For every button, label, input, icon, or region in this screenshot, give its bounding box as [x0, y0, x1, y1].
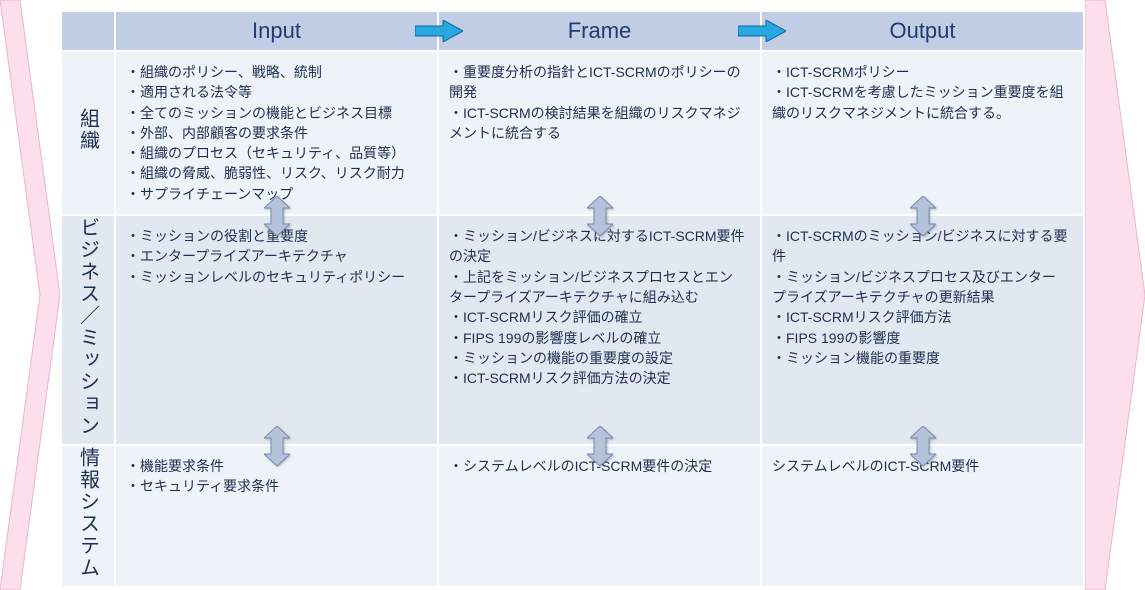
item-list: ICT-SCRMのミッション/ビジネスに対する要件ミッション/ビジネスプロセス及…: [772, 226, 1069, 368]
row-header-label: 情報システム: [74, 447, 103, 579]
list-item: セキュリティ要求条件: [126, 476, 423, 496]
list-item: ミッションの機能の重要度の設定: [449, 348, 746, 368]
item-list: ミッション/ビジネスに対するICT-SCRM要件の決定上記をミッション/ビジネス…: [449, 226, 746, 388]
list-item: ミッション機能の重要度: [772, 348, 1069, 368]
cell-text: システムレベルのICT-SCRM要件: [772, 458, 979, 474]
flow-arrow-icon: [738, 20, 786, 42]
table-row: 情報システム 機能要求条件セキュリティ要求条件 システムレベルのICT-SCRM…: [61, 445, 1084, 587]
right-context-arrow: [1085, 0, 1145, 590]
col-header-input: Input: [115, 11, 438, 51]
cell-system-input: 機能要求条件セキュリティ要求条件: [115, 445, 438, 587]
list-item: ミッションレベルのセキュリティポリシー: [126, 267, 423, 287]
row-header-label: 組織: [74, 108, 103, 152]
cell-system-frame: システムレベルのICT-SCRM要件の決定: [438, 445, 761, 587]
list-item: FIPS 199の影響度: [772, 328, 1069, 348]
item-list: 組織のポリシー、戦略、統制適用される法令等全てのミッションの機能とビジネス目標外…: [126, 62, 423, 204]
updown-arrow-icon: [910, 196, 936, 236]
updown-arrow-icon: [587, 196, 613, 236]
list-item: ICT-SCRMを考慮したミッション重要度を組織のリスクマネジメントに統合する。: [772, 82, 1069, 123]
col-header-output: Output: [761, 11, 1084, 51]
row-header-system: 情報システム: [61, 445, 115, 587]
list-item: ICT-SCRMリスク評価方法の決定: [449, 368, 746, 388]
cell-mission-input: ミッションの役割と重要度エンタープライズアーキテクチャミッションレベルのセキュリ…: [115, 215, 438, 445]
list-item: 組織のポリシー、戦略、統制: [126, 62, 423, 82]
cell-org-input: 組織のポリシー、戦略、統制適用される法令等全てのミッションの機能とビジネス目標外…: [115, 51, 438, 215]
cell-org-output: ICT-SCRMポリシーICT-SCRMを考慮したミッション重要度を組織のリスク…: [761, 51, 1084, 215]
list-item: 全てのミッションの機能とビジネス目標: [126, 103, 423, 123]
list-item: FIPS 199の影響度レベルの確立: [449, 328, 746, 348]
table-row: ビジネス／ミッション ミッションの役割と重要度エンタープライズアーキテクチャミッ…: [61, 215, 1084, 445]
list-item: 組織の脅威、脆弱性、リスク、リスク耐力: [126, 163, 423, 183]
cell-org-frame: 重要度分析の指針とICT-SCRMのポリシーの開発ICT-SCRMの検討結果を組…: [438, 51, 761, 215]
updown-arrow-icon: [264, 426, 290, 466]
list-item: 適用される法令等: [126, 82, 423, 102]
table-row: 組織 組織のポリシー、戦略、統制適用される法令等全てのミッションの機能とビジネス…: [61, 51, 1084, 215]
col-header-label: Output: [889, 18, 955, 43]
col-header-frame: Frame: [438, 11, 761, 51]
cell-mission-output: ICT-SCRMのミッション/ビジネスに対する要件ミッション/ビジネスプロセス及…: [761, 215, 1084, 445]
list-item: 外部、内部顧客の要求条件: [126, 123, 423, 143]
updown-arrow-icon: [910, 426, 936, 466]
list-item: ICT-SCRMの検討結果を組織のリスクマネジメントに統合する: [449, 103, 746, 144]
col-header-label: Frame: [568, 18, 632, 43]
left-context-arrow: [0, 0, 60, 590]
col-header-label: Input: [252, 18, 301, 43]
item-list: ICT-SCRMポリシーICT-SCRMを考慮したミッション重要度を組織のリスク…: [772, 62, 1069, 123]
row-header-mission: ビジネス／ミッション: [61, 215, 115, 445]
cell-mission-frame: ミッション/ビジネスに対するICT-SCRM要件の決定上記をミッション/ビジネス…: [438, 215, 761, 445]
list-item: ミッション/ビジネスプロセス及びエンタープライズアーキテクチャの更新結果: [772, 267, 1069, 308]
corner-blank: [61, 11, 115, 51]
row-header-label: ビジネス／ミッション: [74, 217, 103, 437]
list-item: ICT-SCRMリスク評価の確立: [449, 307, 746, 327]
item-list: 重要度分析の指針とICT-SCRMのポリシーの開発ICT-SCRMの検討結果を組…: [449, 62, 746, 143]
list-item: ICT-SCRMポリシー: [772, 62, 1069, 82]
updown-arrow-icon: [264, 196, 290, 236]
cell-system-output: システムレベルのICT-SCRM要件: [761, 445, 1084, 587]
list-item: 組織のプロセス（セキュリティ、品質等）: [126, 143, 423, 163]
list-item: ICT-SCRMリスク評価方法: [772, 307, 1069, 327]
matrix-table: Input Frame Output: [60, 10, 1085, 570]
list-item: 重要度分析の指針とICT-SCRMのポリシーの開発: [449, 62, 746, 103]
updown-arrow-icon: [587, 426, 613, 466]
row-header-org: 組織: [61, 51, 115, 215]
flow-arrow-icon: [415, 20, 463, 42]
list-item: 上記をミッション/ビジネスプロセスとエンタープライズアーキテクチャに組み込む: [449, 267, 746, 308]
list-item: エンタープライズアーキテクチャ: [126, 246, 423, 266]
